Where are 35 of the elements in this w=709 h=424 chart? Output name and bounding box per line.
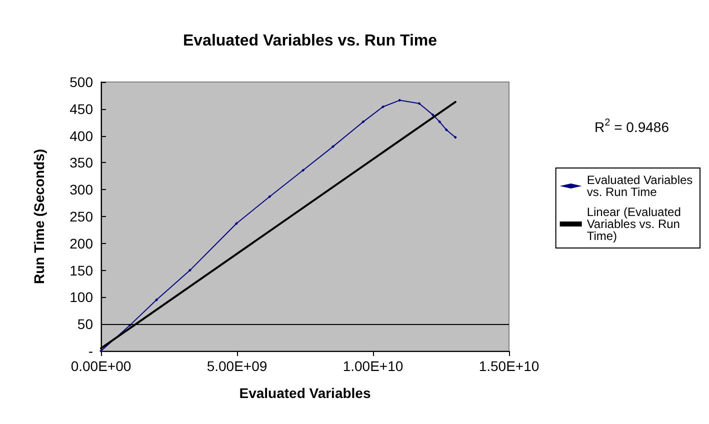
point xyxy=(362,120,365,124)
x-tick-label: 0.00E+00 xyxy=(70,358,132,374)
y-tick-label: 400 xyxy=(70,128,94,144)
y-tick-label: 200 xyxy=(70,235,94,252)
y-axis-title: Run Time (Seconds) xyxy=(31,148,47,284)
point xyxy=(454,136,457,139)
point xyxy=(444,128,448,132)
point xyxy=(438,120,442,124)
point xyxy=(418,102,421,106)
x-tick-label: 5.00E+09 xyxy=(206,358,268,374)
y-tick-label: 100 xyxy=(70,289,94,306)
chart-title: Evaluated Variables vs. Run Time xyxy=(182,32,438,50)
point xyxy=(398,98,402,102)
x-tick-label: 1.50E+10 xyxy=(478,358,540,374)
y-tick-label: 350 xyxy=(70,154,94,171)
point xyxy=(100,350,102,352)
x-axis-title: Evaluated Variables xyxy=(239,385,371,401)
point xyxy=(382,105,385,108)
point xyxy=(154,298,158,302)
point xyxy=(188,268,192,272)
point xyxy=(268,195,272,198)
y-tick-label: 300 xyxy=(70,182,94,198)
legend-label: Evaluated Variables vs. Run Time xyxy=(586,173,696,199)
y-tick-label: 250 xyxy=(70,208,94,224)
y-tick-label: - xyxy=(88,343,94,359)
point xyxy=(431,113,434,116)
y-tick-label: 450 xyxy=(70,100,94,117)
point xyxy=(234,222,238,225)
y-tick-label: 50 xyxy=(77,316,94,332)
point xyxy=(302,168,305,172)
legend-label: Linear (Evaluated Variables vs. Run Time) xyxy=(586,205,684,243)
y-tick-label: 150 xyxy=(70,262,94,278)
x-tick-label: 1.00E+10 xyxy=(342,358,404,374)
y-tick-label: 500 xyxy=(70,74,94,90)
point xyxy=(332,145,335,148)
